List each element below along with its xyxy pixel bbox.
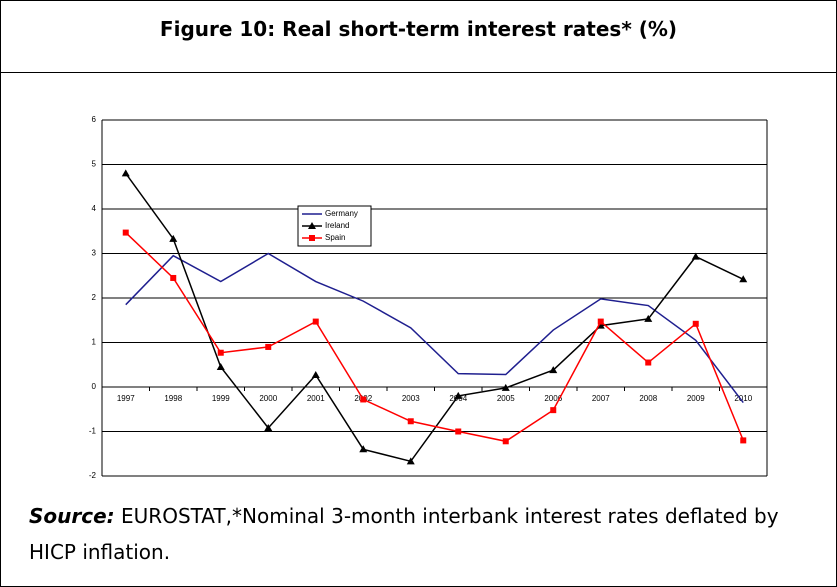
series-line [125,232,744,443]
data-point [692,320,699,327]
data-point [170,274,177,281]
legend-marker [308,222,316,229]
x-tick-label: 2006 [544,394,562,403]
y-tick-label: 6 [92,115,97,124]
source-note: Source: EUROSTAT,*Nominal 3-month interb… [29,498,809,570]
legend-label: Ireland [325,221,349,230]
data-point [122,229,129,236]
x-tick-label: 2008 [639,394,657,403]
data-point [406,457,415,465]
data-point [169,234,178,242]
data-point [691,252,700,260]
x-tick-label: 1997 [117,394,135,403]
y-tick-label: 3 [92,249,97,258]
series-line [125,252,744,404]
y-tick-label: 1 [92,338,97,347]
y-tick-label: -2 [89,471,97,480]
data-point [359,445,368,453]
x-tick-label: 2005 [497,394,515,403]
data-point [121,169,130,177]
data-point [501,383,510,391]
chart-title: Figure 10: Real short-term interest rate… [1,1,836,73]
x-tick-label: 2009 [687,394,705,403]
y-tick-label: 2 [92,293,97,302]
legend-label: Spain [325,233,345,242]
data-point [311,370,320,378]
data-point [264,423,273,431]
data-point [739,275,748,283]
data-point [360,396,367,403]
data-point [597,318,604,325]
data-point [265,343,272,350]
series-line [125,172,744,463]
data-point [217,349,224,356]
y-tick-label: -1 [89,427,97,436]
x-tick-label: 1999 [212,394,230,403]
data-point [645,359,652,366]
data-point [550,407,557,414]
data-point [644,314,653,322]
data-point [502,438,509,445]
x-tick-label: 2003 [402,394,420,403]
data-point [312,318,319,325]
legend-label: Germany [325,209,358,218]
source-text: EUROSTAT,*Nominal 3-month interbank inte… [29,504,779,564]
data-point [549,366,558,374]
y-tick-label: 5 [92,160,97,169]
x-tick-label: 2000 [259,394,277,403]
data-point [740,437,747,444]
data-point [454,391,463,399]
data-point [455,428,462,435]
y-tick-label: 0 [92,382,97,391]
x-tick-label: 2010 [734,394,752,403]
legend-marker [309,235,315,241]
data-point [407,418,414,425]
x-tick-label: 2007 [592,394,610,403]
x-tick-label: 2001 [307,394,325,403]
x-tick-label: 1998 [164,394,182,403]
y-tick-label: 4 [92,204,97,213]
source-label: Source: [29,504,115,528]
data-point [216,362,225,370]
